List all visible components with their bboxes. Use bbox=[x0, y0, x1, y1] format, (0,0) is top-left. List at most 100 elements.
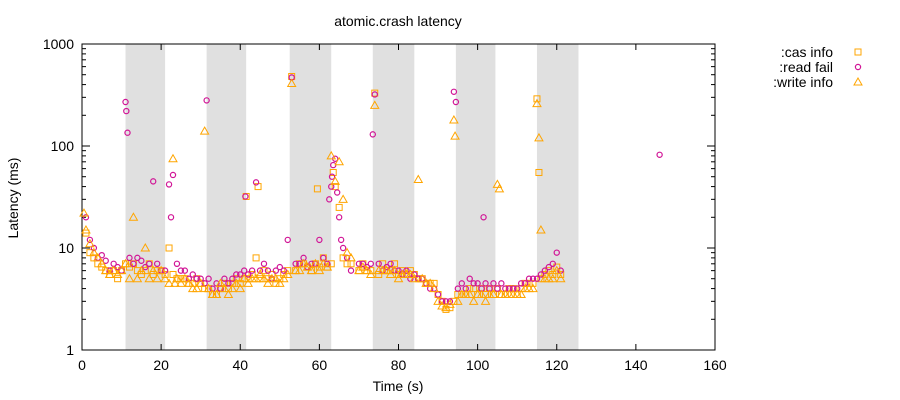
data-point bbox=[488, 289, 499, 299]
data-point bbox=[482, 280, 489, 287]
data-point bbox=[242, 193, 249, 200]
data-point bbox=[123, 107, 130, 115]
data-point bbox=[557, 270, 565, 278]
data-point bbox=[193, 275, 200, 282]
data-point bbox=[466, 285, 474, 293]
y-tick-label: 10 bbox=[58, 240, 74, 256]
data-point bbox=[150, 178, 157, 185]
x-tick-label: 0 bbox=[78, 357, 86, 373]
data-point bbox=[294, 265, 305, 275]
data-point bbox=[549, 260, 556, 267]
data-point bbox=[167, 214, 175, 221]
data-point bbox=[108, 265, 119, 275]
data-point bbox=[90, 244, 98, 252]
data-point bbox=[329, 168, 337, 176]
x-tick-label: 40 bbox=[232, 357, 248, 373]
data-point bbox=[92, 252, 103, 262]
data-point bbox=[169, 171, 177, 179]
data-point bbox=[389, 265, 400, 275]
data-point bbox=[203, 283, 214, 293]
data-point bbox=[433, 296, 443, 305]
data-point bbox=[223, 289, 234, 299]
data-point bbox=[137, 270, 145, 278]
data-point bbox=[534, 132, 544, 142]
data-point bbox=[259, 273, 269, 283]
data-point bbox=[225, 280, 232, 287]
data-point bbox=[197, 275, 204, 282]
data-point bbox=[551, 265, 562, 275]
y-axis: 1 10 100 1000 bbox=[43, 36, 715, 358]
data-point bbox=[328, 173, 336, 180]
data-point bbox=[148, 265, 159, 275]
data-point bbox=[132, 273, 143, 283]
data-point bbox=[476, 289, 487, 299]
data-point bbox=[81, 225, 91, 234]
x-tick-label: 80 bbox=[391, 357, 407, 373]
data-point bbox=[555, 273, 566, 283]
data-point bbox=[146, 260, 153, 267]
data-point bbox=[96, 258, 107, 268]
data-point bbox=[136, 265, 147, 275]
data-point bbox=[656, 151, 663, 158]
data-point bbox=[231, 278, 242, 287]
data-point bbox=[339, 244, 347, 252]
data-point bbox=[532, 98, 542, 108]
data-point bbox=[268, 270, 276, 278]
legend-marker bbox=[854, 48, 862, 56]
data-point bbox=[450, 131, 460, 140]
data-point bbox=[326, 196, 333, 203]
data-point bbox=[82, 214, 90, 221]
data-point bbox=[381, 265, 392, 275]
data-point bbox=[490, 280, 497, 287]
data-point bbox=[337, 236, 345, 244]
data-point bbox=[165, 181, 173, 188]
data-point bbox=[165, 244, 173, 252]
nemesis-interval bbox=[372, 44, 415, 350]
data-point bbox=[173, 260, 181, 267]
data-point bbox=[232, 275, 240, 283]
x-tick-label: 60 bbox=[312, 357, 328, 373]
data-point bbox=[470, 280, 477, 287]
data-point bbox=[85, 238, 95, 248]
data-point bbox=[314, 265, 325, 275]
data-point bbox=[537, 271, 545, 278]
data-point bbox=[516, 289, 527, 299]
x-tick-label: 120 bbox=[545, 357, 569, 373]
nemesis-interval bbox=[206, 44, 247, 350]
data-point bbox=[86, 236, 94, 244]
data-point bbox=[533, 275, 541, 282]
data-point bbox=[243, 278, 254, 287]
data-point bbox=[480, 214, 487, 221]
data-point bbox=[177, 267, 185, 274]
chart-title: atomic.crash latency bbox=[334, 13, 462, 29]
data-point bbox=[371, 89, 379, 97]
data-point bbox=[466, 275, 473, 282]
legend-label: :read fail bbox=[779, 59, 833, 75]
x-axis: 0 20 40 60 80 100 120 140 160 bbox=[78, 44, 727, 373]
data-point bbox=[252, 179, 260, 186]
data-point bbox=[333, 189, 341, 196]
data-point bbox=[342, 247, 352, 257]
data-point bbox=[239, 273, 250, 283]
data-points bbox=[79, 73, 663, 313]
data-point bbox=[260, 267, 268, 275]
data-point bbox=[215, 278, 226, 287]
nemesis-interval bbox=[536, 44, 579, 350]
legend-label: :cas info bbox=[781, 44, 833, 60]
data-point bbox=[126, 254, 133, 262]
data-point bbox=[425, 278, 436, 287]
data-point bbox=[322, 262, 333, 271]
data-point bbox=[398, 267, 406, 275]
data-point bbox=[191, 283, 202, 293]
data-point bbox=[260, 260, 268, 267]
data-point bbox=[199, 126, 210, 135]
data-point bbox=[361, 265, 372, 275]
data-point bbox=[306, 265, 317, 275]
nemesis-shading bbox=[125, 44, 579, 350]
data-point bbox=[180, 273, 190, 283]
data-point bbox=[251, 273, 261, 283]
legend-label: :write info bbox=[773, 74, 833, 90]
data-point bbox=[156, 265, 166, 275]
data-point bbox=[310, 258, 321, 268]
x-tick-label: 100 bbox=[466, 357, 490, 373]
